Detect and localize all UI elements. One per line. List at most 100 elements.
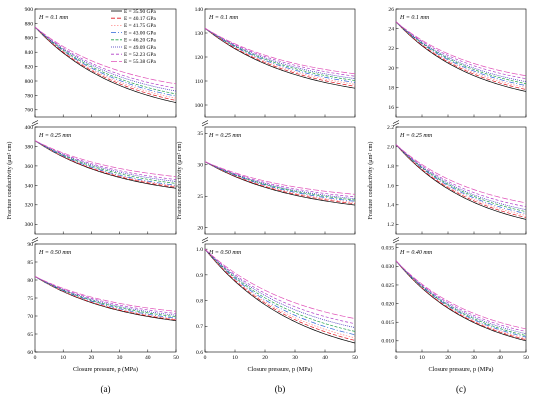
series-line-7	[34, 276, 177, 314]
series-line-6	[34, 26, 177, 92]
series-line-8	[34, 276, 177, 312]
series-line-4	[204, 27, 356, 83]
series-line-6	[395, 21, 527, 82]
series-line-2	[395, 144, 527, 218]
series-line-4	[395, 260, 527, 338]
panel-label: H = 0.50 mm	[38, 250, 72, 256]
y-tick-label: 120	[195, 55, 204, 61]
series-line-7	[395, 144, 527, 208]
y-tick-label: 840	[25, 50, 34, 56]
series-line-8	[395, 21, 527, 77]
series-line-4	[34, 276, 177, 319]
x-tick-label: 30	[292, 355, 298, 361]
y-tick-label: 0.010	[381, 339, 394, 345]
series-line-5	[395, 144, 527, 212]
plot-frame	[34, 8, 177, 118]
series-line-6	[395, 144, 527, 211]
y-tick-label: 30	[197, 163, 203, 169]
series-line-1	[395, 144, 527, 220]
y-tick-label: 0.6	[196, 350, 203, 356]
y-tick-label: 360	[25, 164, 34, 170]
y-tick-label: 1.0	[196, 247, 203, 253]
series-line-8	[34, 140, 177, 177]
series-line-3	[34, 140, 177, 187]
x-tick-label: 40	[322, 355, 328, 361]
axis-break-mark	[31, 120, 39, 127]
y-tick-label: 75	[27, 296, 33, 302]
y-tick-label: 35	[197, 131, 203, 137]
series-line-2	[395, 21, 527, 90]
y-tick-label: 22	[388, 46, 394, 52]
series-line-4	[34, 26, 177, 97]
series-line-5	[34, 140, 177, 184]
plot-frame	[34, 126, 177, 235]
series-line-7	[204, 248, 356, 325]
legend-entry: E = 35.90 GPa	[124, 9, 156, 15]
axis-break-mark	[392, 120, 400, 127]
y-tick-label: 60	[27, 350, 33, 356]
panel: 100 110 120 130 140 H = 0.1 mm	[195, 7, 356, 118]
series-line-8	[204, 27, 356, 75]
figure-label: (b)	[275, 384, 286, 394]
x-axis-title: Closure pressure, p (MPa)	[248, 366, 313, 373]
y-tick-label: 300	[25, 222, 34, 228]
series-line-5	[204, 27, 356, 81]
series-line-3	[204, 248, 356, 339]
panel-label: H = 0.1 mm	[399, 15, 430, 21]
series-line-5	[395, 21, 527, 84]
axis-break-mark	[31, 237, 39, 244]
x-tick-label: 20	[262, 355, 268, 361]
legend-entry: E = 41.75 GPa	[124, 23, 156, 29]
series-line-6	[204, 161, 356, 200]
series-line-7	[395, 260, 527, 332]
y-tick-label: 25	[197, 194, 203, 200]
y-tick-label: 0.020	[381, 301, 394, 307]
series-line-8	[34, 26, 177, 85]
figure-label: (c)	[456, 384, 466, 394]
y-tick-label: 820	[25, 65, 34, 71]
series-line-1	[204, 248, 356, 344]
y-axis-title: Fracture conductivity (μm² cm)	[367, 142, 374, 220]
series-line-2	[204, 248, 356, 341]
series-line-4	[395, 144, 527, 214]
plot-frame	[395, 8, 527, 118]
x-tick-label: 0	[34, 355, 37, 361]
panel: 60 65 70 75 80 85 90 0 10 20 30 40 50 H = 0.50 mm	[27, 237, 179, 361]
plot-frame	[204, 8, 356, 118]
y-tick-label: 0.030	[381, 264, 394, 270]
y-tick-label: 0.015	[381, 320, 394, 326]
series-line-5	[204, 161, 356, 201]
plot-frame	[204, 126, 356, 235]
x-tick-label: 40	[145, 355, 151, 361]
series-line-2	[34, 26, 177, 101]
series-line-5	[204, 248, 356, 332]
panel: 760 780 800 820 840 860 880 900 H = 0.1 mm	[25, 7, 177, 118]
plot-frame	[204, 243, 356, 353]
series-line-1	[395, 260, 527, 342]
y-tick-label: 16	[388, 105, 394, 111]
legend-entry: E = 46.20 GPa	[124, 38, 156, 44]
y-tick-label: 70	[27, 314, 33, 320]
y-tick-label: 140	[195, 7, 204, 13]
x-tick-label: 30	[117, 355, 123, 361]
y-tick-label: 2.0	[387, 144, 394, 150]
series-line-2	[204, 27, 356, 87]
series-line-6	[204, 248, 356, 328]
panel-label: H = 0.1 mm	[38, 15, 69, 21]
y-tick-label: 760	[25, 108, 34, 114]
chart-column-3: 16 18 20 22 24 26 H = 0.1 mm 1.2 1.4 1.6 1.8 2.0 2.2…	[367, 7, 529, 394]
series-line-8	[204, 248, 356, 319]
series-line-3	[395, 21, 527, 88]
y-tick-label: 24	[388, 27, 394, 33]
series-line-7	[34, 140, 177, 180]
y-tick-label: 130	[195, 31, 204, 37]
panel-label: H = 0.25 mm	[399, 133, 433, 139]
axis-break-mark	[201, 237, 209, 244]
y-tick-label: 110	[195, 79, 203, 85]
y-tick-label: 0.7	[196, 324, 203, 330]
series-line-8	[395, 260, 527, 330]
